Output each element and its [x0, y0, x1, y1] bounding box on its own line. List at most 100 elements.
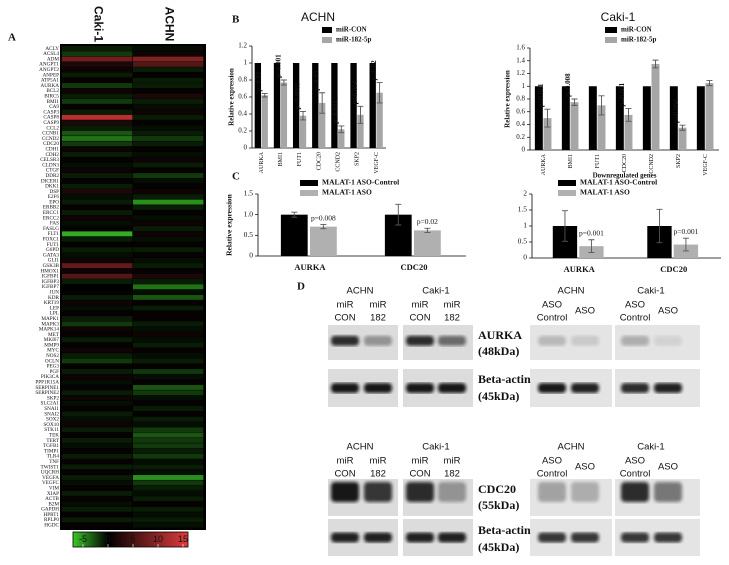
heat-cell [62, 226, 133, 231]
heat-cell [62, 173, 133, 179]
lane-label: 182 [444, 313, 460, 324]
row-label: IGFBP3 [42, 279, 60, 285]
heat-cell [133, 437, 204, 443]
heat-cell [62, 522, 133, 528]
bar [312, 63, 319, 148]
heat-cell [133, 512, 204, 518]
bar [357, 114, 364, 148]
p-value-label: p=0.001 [673, 227, 698, 236]
heat-cell [133, 522, 204, 528]
heat-cell [62, 72, 133, 78]
heat-cell [62, 480, 133, 486]
row-label: CCL2 [46, 125, 59, 131]
row-label: TLR4 [47, 454, 60, 460]
p-value-label: p=0.001 [274, 54, 282, 78]
row-label: HGDC [44, 523, 59, 529]
heat-cell [62, 475, 133, 480]
row-label: AURKA [41, 83, 60, 89]
bar [310, 226, 337, 256]
error-bar [682, 237, 689, 252]
bar [319, 102, 326, 148]
cell-line-label: ACHN [558, 442, 585, 453]
y-tick-label: 0.6 [516, 107, 525, 115]
protein-label: Beta-actin [478, 372, 531, 386]
lane-label: miR [412, 300, 429, 311]
heat-cell [133, 273, 204, 279]
blot-band [364, 532, 392, 543]
heat-cell [133, 167, 204, 173]
row-label: ERBB2 [43, 205, 60, 211]
blot-band [364, 335, 392, 346]
y-tick-label: 0 [249, 251, 253, 260]
legend-label: miR-182-5p [336, 36, 371, 44]
y-tick-label: 1 [244, 59, 248, 67]
blot-band [438, 532, 466, 543]
error-bar [338, 125, 345, 134]
heat-cell [133, 374, 204, 380]
protein-label: (55kDa) [478, 498, 519, 512]
heat-cell [133, 305, 204, 311]
heat-cell [133, 289, 204, 295]
row-label: GSK3B [43, 263, 60, 269]
lane-label: miR [444, 456, 461, 467]
heat-cell [133, 88, 204, 94]
heat-cell [62, 305, 133, 311]
cell-line-label: ACHN [347, 442, 374, 453]
error-bar [561, 210, 568, 242]
row-label: PEG3 [47, 364, 60, 370]
legend-swatch [605, 37, 617, 43]
row-label: SERPINE2 [35, 390, 59, 396]
row-label: CLDN3 [42, 162, 59, 168]
heat-cell [133, 226, 204, 231]
heat-cell [133, 480, 204, 486]
y-tick-label: 1.4 [516, 56, 525, 64]
row-label: TERT [46, 438, 59, 444]
legend-swatch [558, 190, 576, 196]
lane-label: CON [334, 469, 355, 480]
heat-cell [133, 453, 204, 459]
bar [280, 214, 308, 256]
heat-cell [62, 374, 133, 380]
heat-cell [133, 337, 204, 343]
lane-label: ASO [542, 300, 562, 311]
row-label: ATP5A1 [41, 78, 60, 84]
heat-cell [133, 379, 204, 385]
y-tick-label: 1.2 [516, 69, 525, 77]
heat-cell [133, 194, 204, 200]
protein-label: (45kDa) [478, 389, 519, 403]
heat-cell [133, 363, 204, 369]
heat-cell [62, 347, 133, 353]
panel-label: A [8, 32, 16, 44]
blot-band [331, 532, 359, 543]
heat-cell [133, 236, 204, 242]
lane-label: Control [537, 313, 568, 324]
row-label: B2M [48, 501, 59, 507]
heat-cell [133, 67, 204, 73]
row-label: CELSR3 [40, 157, 59, 163]
heat-cell [133, 411, 204, 417]
heat-cell [62, 46, 133, 51]
bar [597, 105, 606, 150]
protein-label: (48kDa) [478, 344, 519, 358]
heat-cell [133, 72, 204, 78]
y-tick-label: 0.2 [516, 133, 525, 141]
heat-cell [133, 204, 204, 210]
row-label: DDR2 [45, 173, 59, 179]
heat-cell [133, 369, 204, 374]
p-value-label: p=0.001 [537, 83, 545, 107]
heat-cell [133, 173, 204, 179]
row-label: STK11 [44, 427, 59, 433]
y-tick-label: 0 [523, 253, 527, 262]
row-label: ADM [47, 56, 59, 62]
heat-cell [133, 247, 204, 253]
heat-cell [133, 358, 204, 364]
heat-cell [133, 220, 204, 226]
heat-cell [62, 98, 133, 104]
heat-cell [62, 512, 133, 518]
heat-cell [62, 501, 133, 507]
row-label: TEK [49, 432, 59, 438]
bar [414, 230, 441, 256]
x-tick-label: CDC20 [401, 262, 428, 272]
error-bar [319, 92, 326, 114]
heat-cell [133, 178, 204, 184]
